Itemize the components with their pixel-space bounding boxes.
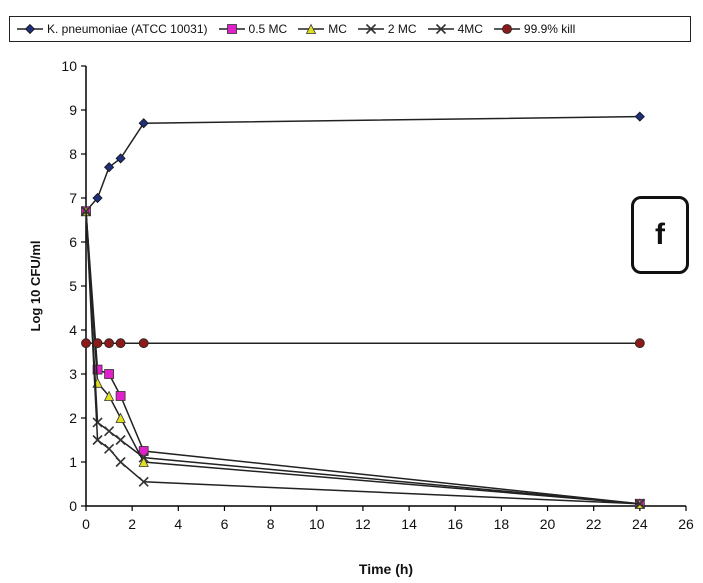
series-line-3 — [85, 211, 640, 505]
data-point-series-5 — [115, 338, 126, 349]
x-tick-label: 20 — [540, 516, 556, 532]
x-tick-label: 4 — [174, 516, 182, 532]
y-axis-label: Log 10 CFU/ml — [28, 240, 43, 331]
legend-marker-icon — [427, 23, 454, 35]
panel-label-box: f — [631, 196, 689, 274]
data-point-series-0 — [115, 153, 126, 164]
data-point-series-4 — [80, 206, 92, 217]
legend-marker — [226, 24, 237, 34]
data-point-series-0 — [92, 192, 103, 204]
y-tick-label: 9 — [69, 102, 77, 118]
data-point-series-2 — [103, 390, 115, 401]
x-tick-label: 2 — [128, 516, 136, 532]
y-tick-label: 10 — [61, 58, 77, 74]
data-point-series-5 — [138, 338, 149, 349]
data-point-series-5 — [634, 338, 645, 349]
legend-label: 2 MC — [387, 22, 417, 36]
data-point-series-3 — [115, 434, 126, 446]
chart-legend: K. pneumoniae (ATCC 10031) 0.5 MC MC 2 MC 4M… — [9, 16, 691, 42]
data-point-series-3 — [92, 417, 103, 428]
series-line-4 — [85, 211, 640, 505]
data-point-series-1 — [138, 446, 149, 456]
data-point-series-0 — [104, 162, 115, 173]
legend-marker — [306, 23, 317, 34]
data-point-series-2 — [138, 456, 149, 467]
x-axis-label: Time (h) — [359, 561, 413, 577]
x-tick-label: 8 — [267, 516, 275, 532]
series-line-0 — [85, 115, 640, 212]
legend-marker-icon — [493, 24, 520, 34]
y-tick-label: 2 — [69, 410, 77, 426]
legend-label: 99.9% kill — [523, 22, 576, 36]
y-tick-label: 4 — [69, 322, 77, 338]
y-tick-label: 5 — [69, 278, 77, 294]
legend-item: 4MC — [427, 22, 483, 36]
legend-marker — [365, 23, 376, 35]
x-tick-label: 6 — [221, 516, 229, 532]
legend-marker-icon — [298, 23, 325, 34]
data-point-series-0 — [138, 118, 149, 129]
data-point-series-0 — [634, 111, 645, 122]
legend-label: K. pneumoniae (ATCC 10031) — [47, 22, 208, 36]
legend-marker-icon — [17, 23, 43, 35]
y-tick-label: 6 — [69, 234, 77, 250]
data-point-series-5 — [104, 338, 114, 349]
legend-marker — [435, 23, 446, 35]
series-line-2 — [85, 211, 640, 505]
y-tick-label: 0 — [69, 498, 77, 514]
y-tick-label: 7 — [69, 190, 77, 206]
data-point-series-4 — [92, 434, 103, 446]
legend-marker — [24, 23, 36, 35]
data-point-series-5 — [92, 338, 103, 349]
legend-label: 4MC — [457, 22, 483, 36]
x-tick-label: 16 — [447, 516, 463, 532]
legend-item: 0.5 MC — [218, 22, 288, 36]
panel-label: f — [655, 218, 665, 251]
data-point-series-2 — [115, 412, 126, 423]
x-tick-label: 14 — [401, 516, 417, 532]
x-tick-label: 22 — [586, 516, 602, 532]
data-point-series-4 — [138, 476, 149, 487]
data-point-series-4 — [104, 443, 115, 454]
data-point-series-1 — [115, 391, 126, 401]
x-tick-label: 26 — [678, 516, 694, 532]
legend-marker — [502, 24, 512, 34]
legend-item: MC — [297, 22, 347, 36]
x-tick-label: 0 — [82, 516, 90, 532]
data-point-series-1 — [104, 369, 114, 379]
data-point-series-4 — [115, 456, 126, 468]
data-point-series-5 — [81, 338, 91, 349]
x-tick-label: 18 — [494, 516, 510, 532]
legend-item: K. pneumoniae (ATCC 10031) — [16, 22, 208, 36]
y-tick-label: 8 — [69, 146, 77, 162]
legend-item: 2 MC — [357, 22, 417, 36]
x-tick-label: 12 — [355, 516, 371, 532]
y-tick-label: 1 — [69, 454, 77, 470]
legend-label: 0.5 MC — [248, 22, 288, 36]
x-tick-label: 24 — [632, 516, 648, 532]
data-point-series-4 — [634, 498, 645, 509]
legend-item: 99.9% kill — [493, 22, 575, 36]
legend-marker-icon — [357, 23, 384, 35]
data-point-series-3 — [104, 426, 115, 437]
y-tick-label: 3 — [69, 366, 77, 382]
data-point-series-3 — [138, 452, 149, 463]
legend-marker-icon — [218, 24, 245, 34]
legend-label: MC — [328, 22, 347, 36]
x-tick-label: 10 — [309, 516, 325, 532]
